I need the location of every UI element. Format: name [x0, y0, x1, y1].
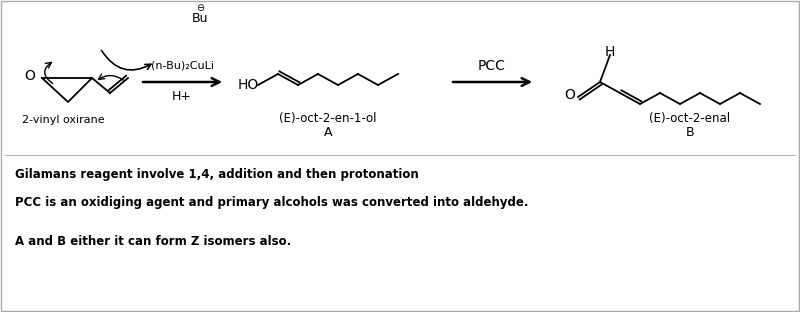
Text: O: O [25, 69, 35, 83]
Text: H: H [605, 45, 615, 59]
Text: (n-Bu)₂CuLi: (n-Bu)₂CuLi [150, 60, 214, 70]
Text: H+: H+ [172, 90, 192, 103]
Text: Gilamans reagent involve 1,4, addition and then protonation: Gilamans reagent involve 1,4, addition a… [15, 168, 418, 181]
Text: O: O [565, 88, 575, 102]
Text: PCC: PCC [478, 59, 506, 73]
Text: A: A [324, 126, 332, 139]
Text: ⊖: ⊖ [196, 3, 204, 13]
Text: A and B either it can form Z isomers also.: A and B either it can form Z isomers als… [15, 235, 291, 248]
Text: Bu: Bu [192, 12, 208, 25]
Text: PCC is an oxidiging agent and primary alcohols was converted into aldehyde.: PCC is an oxidiging agent and primary al… [15, 196, 529, 209]
Text: B: B [686, 126, 694, 139]
Text: (E)-oct-2-enal: (E)-oct-2-enal [650, 112, 730, 125]
Text: (E)-oct-2-en-1-ol: (E)-oct-2-en-1-ol [279, 112, 377, 125]
Text: 2-vinyl oxirane: 2-vinyl oxirane [22, 115, 104, 125]
Text: HO: HO [238, 78, 259, 92]
